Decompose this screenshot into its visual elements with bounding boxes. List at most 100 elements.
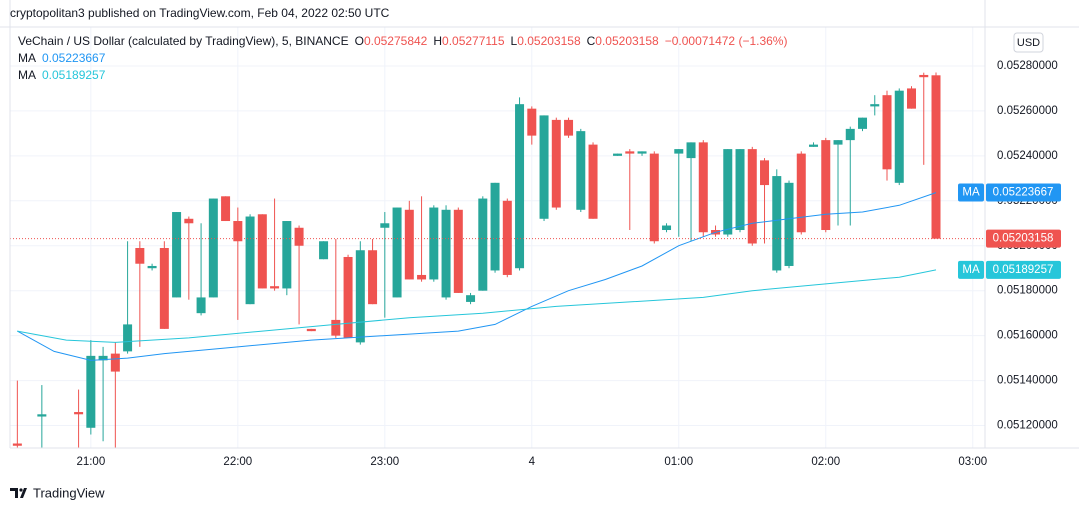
candle-body [698,142,708,233]
candle-body [306,328,316,332]
ma-name: MA [962,187,980,199]
price-label: 0.05203158 [993,233,1054,245]
legend-text: 0.05277115 [442,34,505,48]
candle-body [331,319,341,336]
candle-body [613,153,623,156]
y-tick-label: 0.05140000 [997,375,1058,387]
candle-body [637,151,647,154]
legend-text: H [433,34,442,48]
footer: TradingView [33,485,105,500]
candle-body [796,153,806,233]
candle-body [208,198,218,298]
candle-body [502,200,512,275]
candle-body [490,182,500,271]
candle-body [527,108,537,136]
candle-body [12,443,22,446]
candle-body [466,295,476,302]
legend-text: L [511,34,518,48]
candle-body [845,128,855,141]
candle-body [931,75,941,239]
y-tick-label: 0.05160000 [997,330,1058,342]
candle-body [809,144,819,147]
x-tick-label: 4 [529,456,536,468]
legend-text: C [587,34,596,48]
candle-body [417,274,427,280]
x-tick-label: 23:00 [370,456,399,468]
price-label-box [986,260,1061,279]
candle-body [723,149,733,235]
legend-text: −0.00071472 (−1.36%) [665,34,788,48]
ma-line [17,269,937,343]
candle-body [429,207,439,280]
candle-body [674,149,684,154]
candle-body [110,353,120,372]
candle-body [355,250,365,343]
candle-body [551,119,561,208]
x-tick-label: 22:00 [223,456,252,468]
candle-body [539,115,549,219]
x-tick-label: 02:00 [811,456,840,468]
y-tick-label: 0.05120000 [997,420,1058,432]
candle-body [196,297,206,314]
candle-body [821,140,831,231]
candle-body [392,207,402,298]
price-label-box [986,229,1061,248]
candle-body [625,151,635,154]
candle-body [833,140,843,145]
candle-body [588,144,598,219]
y-tick-label: 0.05280000 [997,60,1058,72]
candle-body [294,227,304,246]
legend-text: MA [18,68,36,82]
candle-body [894,90,904,183]
x-tick-label: 21:00 [76,456,105,468]
candle-body [257,214,267,289]
candle-body [343,256,353,338]
ma-name: MA [962,264,980,276]
candle-body [686,142,696,159]
currency[interactable]: USD [1017,37,1040,49]
candle-body [515,104,525,269]
candle-body [649,153,659,242]
candle-body [858,117,868,129]
candle-body [919,74,929,78]
x-tick-label: 03:00 [958,456,987,468]
legend-text: 0.05203158 [595,34,659,48]
ma-name-box [958,260,984,279]
candle-body [576,131,586,210]
candle-body [662,225,672,231]
candle-body [233,221,243,242]
plot [10,72,985,448]
candle-body [564,119,574,136]
candle-body [747,149,757,244]
candle-body [784,182,794,266]
candle-body [404,209,414,280]
candle-body [37,414,47,417]
candle-body [870,104,880,107]
ma-legend: MA 0.05189257 [18,68,106,82]
candle-body [319,241,329,260]
x-tick-label: 01:00 [664,456,693,468]
candle-body [441,209,451,298]
ma-name-box [958,183,984,202]
candle-body [245,216,255,305]
candle-body [368,250,378,305]
candle-body [123,324,133,352]
y-tick-label: 0.05180000 [997,285,1058,297]
candle-body [760,160,770,186]
candle-body [907,88,917,109]
price-label: 0.05223667 [993,187,1054,199]
currency-button[interactable] [1013,32,1044,53]
candle-body [184,218,194,224]
candle-body [74,412,84,415]
candle-body [98,355,108,361]
candle-body [478,198,488,291]
candle-body [735,149,745,231]
legend-text: MA [18,51,36,65]
candle-body [221,196,231,222]
candle-body [159,247,169,329]
candle-body [86,355,96,428]
candle-body [882,95,892,170]
price-label-box [986,183,1061,202]
legend: VeChain / US Dollar (calculated by Tradi… [18,34,787,48]
